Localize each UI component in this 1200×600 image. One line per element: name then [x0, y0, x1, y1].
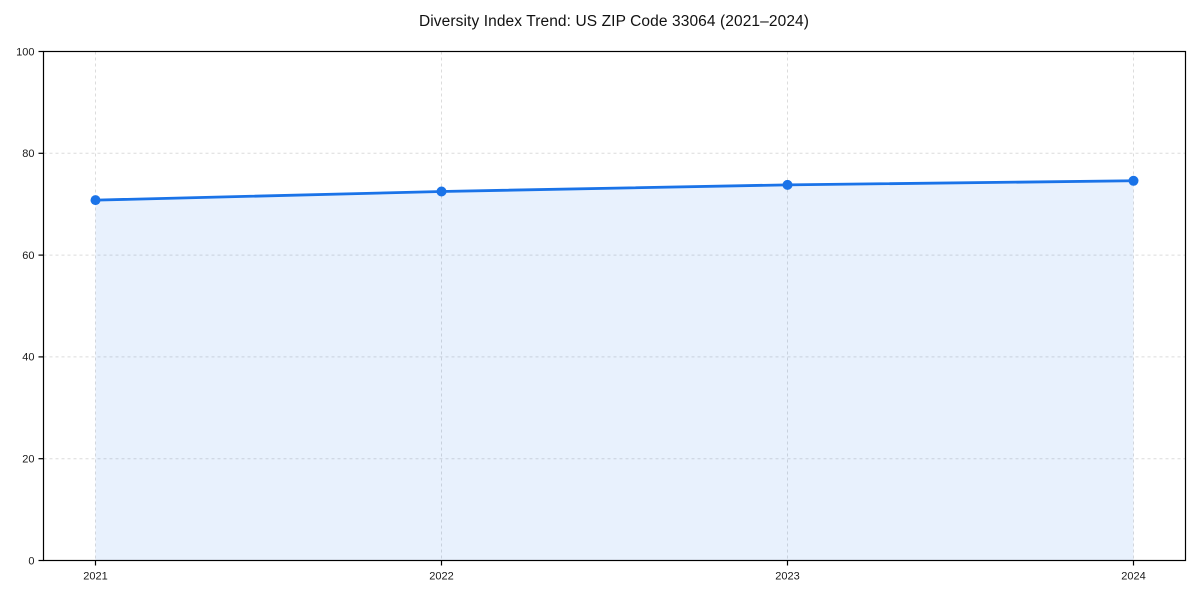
plot-border: [42, 50, 1187, 562]
x-tick-label: 2022: [429, 571, 453, 583]
area-fill: [95, 180, 1134, 561]
x-tick-label: 2023: [775, 571, 799, 583]
x-tick-label: 2021: [83, 571, 107, 583]
y-tick-label: 80: [22, 148, 34, 160]
data-point: [1128, 175, 1139, 186]
y-tick-label: 100: [16, 46, 34, 58]
x-tick-label: 2024: [1121, 571, 1145, 583]
data-point: [782, 179, 793, 190]
data-point: [436, 186, 447, 197]
y-tick-label: 20: [22, 454, 34, 466]
chart-title: Diversity Index Trend: US ZIP Code 33064…: [418, 13, 810, 30]
y-tick-label: 60: [22, 250, 34, 262]
y-tick-label: 0: [28, 555, 34, 567]
y-tick-label: 40: [22, 352, 34, 364]
trend-line: [94, 179, 1135, 202]
data-point: [90, 195, 101, 206]
